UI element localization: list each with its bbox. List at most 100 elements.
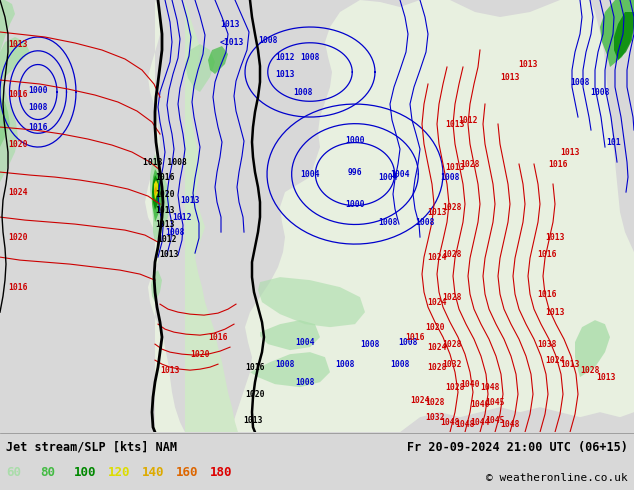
Polygon shape bbox=[154, 186, 157, 195]
Polygon shape bbox=[152, 175, 160, 210]
Text: 1013: 1013 bbox=[545, 308, 565, 317]
Text: 1013: 1013 bbox=[445, 163, 465, 172]
Text: 1040: 1040 bbox=[470, 400, 489, 409]
Text: 996: 996 bbox=[347, 168, 362, 176]
Text: 1013: 1013 bbox=[160, 366, 180, 375]
Text: 80: 80 bbox=[40, 466, 55, 479]
Text: 1004: 1004 bbox=[295, 338, 314, 346]
Text: 1028: 1028 bbox=[445, 383, 465, 392]
Text: 1000: 1000 bbox=[346, 136, 365, 145]
Text: Jet stream/SLP [kts] NAM: Jet stream/SLP [kts] NAM bbox=[6, 441, 177, 454]
Polygon shape bbox=[260, 320, 320, 350]
Polygon shape bbox=[208, 46, 228, 74]
Text: 100: 100 bbox=[74, 466, 96, 479]
Text: 1013: 1013 bbox=[500, 73, 520, 81]
Text: 1008: 1008 bbox=[29, 102, 48, 112]
Polygon shape bbox=[614, 12, 634, 60]
Text: 1008: 1008 bbox=[440, 172, 460, 182]
Text: 1028: 1028 bbox=[425, 398, 444, 407]
Text: 1013: 1013 bbox=[560, 360, 579, 368]
Text: 1000: 1000 bbox=[346, 199, 365, 209]
Polygon shape bbox=[185, 44, 215, 92]
Text: 1020: 1020 bbox=[8, 233, 28, 242]
Text: 120: 120 bbox=[108, 466, 131, 479]
Text: 1028: 1028 bbox=[427, 363, 447, 371]
Text: 1013: 1013 bbox=[180, 196, 200, 205]
Polygon shape bbox=[145, 0, 634, 432]
Polygon shape bbox=[0, 0, 15, 52]
Text: 1045: 1045 bbox=[485, 398, 505, 407]
Text: 1013: 1013 bbox=[596, 373, 616, 382]
Text: 1008: 1008 bbox=[295, 378, 314, 387]
Text: 1013: 1013 bbox=[220, 20, 240, 28]
Text: 1013: 1013 bbox=[155, 220, 175, 229]
Polygon shape bbox=[250, 352, 330, 387]
Text: 1028: 1028 bbox=[443, 202, 462, 212]
Text: 1016: 1016 bbox=[405, 333, 425, 342]
Text: 1016: 1016 bbox=[245, 363, 265, 371]
Text: 1008: 1008 bbox=[294, 88, 313, 97]
Text: 1013: 1013 bbox=[560, 147, 579, 157]
Text: 1040: 1040 bbox=[460, 380, 480, 389]
Text: 1024: 1024 bbox=[427, 297, 447, 307]
Text: 1024: 1024 bbox=[8, 188, 28, 196]
Text: 1013: 1013 bbox=[275, 70, 295, 78]
Text: 1008: 1008 bbox=[570, 77, 590, 87]
Text: 1016: 1016 bbox=[537, 249, 557, 259]
Text: 1048: 1048 bbox=[500, 419, 520, 429]
Text: 1032: 1032 bbox=[443, 360, 462, 368]
Text: 1013: 1013 bbox=[518, 59, 538, 69]
Text: 1008: 1008 bbox=[415, 218, 435, 226]
Text: 1004: 1004 bbox=[301, 170, 320, 178]
Text: 1028: 1028 bbox=[460, 160, 480, 169]
Text: 160: 160 bbox=[176, 466, 198, 479]
Text: Fr 20-09-2024 21:00 UTC (06+15): Fr 20-09-2024 21:00 UTC (06+15) bbox=[407, 441, 628, 454]
Text: 1044: 1044 bbox=[470, 417, 489, 427]
Text: 1008: 1008 bbox=[275, 360, 295, 368]
Text: 1028: 1028 bbox=[580, 366, 600, 375]
Text: 1008: 1008 bbox=[360, 340, 380, 349]
Text: 1013: 1013 bbox=[427, 208, 447, 217]
Text: 1020: 1020 bbox=[190, 350, 210, 359]
Text: 1032: 1032 bbox=[425, 413, 444, 422]
Text: © weatheronline.co.uk: © weatheronline.co.uk bbox=[486, 473, 628, 483]
Polygon shape bbox=[152, 169, 163, 222]
Text: 1024: 1024 bbox=[427, 343, 447, 352]
Polygon shape bbox=[154, 180, 158, 200]
Text: 140: 140 bbox=[142, 466, 164, 479]
Text: 1008: 1008 bbox=[398, 338, 418, 346]
Text: 1016: 1016 bbox=[208, 333, 228, 342]
Text: 1013: 1013 bbox=[545, 233, 565, 242]
Polygon shape bbox=[0, 37, 30, 82]
Text: 1016: 1016 bbox=[29, 122, 48, 131]
Text: 1048: 1048 bbox=[480, 383, 500, 392]
Polygon shape bbox=[150, 154, 170, 242]
Text: 1008: 1008 bbox=[378, 218, 398, 226]
Text: <1013: <1013 bbox=[220, 38, 244, 47]
Text: 1016: 1016 bbox=[155, 172, 175, 182]
Polygon shape bbox=[258, 277, 365, 327]
Text: 1013: 1013 bbox=[243, 416, 262, 425]
Text: 1013 1008: 1013 1008 bbox=[143, 158, 187, 167]
Text: 1016: 1016 bbox=[537, 290, 557, 298]
Text: 1013: 1013 bbox=[159, 249, 179, 259]
Text: 1004: 1004 bbox=[391, 170, 410, 178]
Text: 1024: 1024 bbox=[427, 253, 447, 262]
Text: 1028: 1028 bbox=[443, 340, 462, 349]
Text: 101: 101 bbox=[607, 138, 621, 147]
Text: 1028: 1028 bbox=[443, 293, 462, 302]
Polygon shape bbox=[185, 0, 238, 432]
Text: 1008: 1008 bbox=[301, 52, 320, 62]
Text: 1013: 1013 bbox=[445, 120, 465, 128]
Text: 1012: 1012 bbox=[172, 213, 191, 221]
Text: 1048: 1048 bbox=[440, 417, 460, 427]
Text: 1008: 1008 bbox=[335, 360, 355, 368]
Polygon shape bbox=[600, 0, 634, 67]
Polygon shape bbox=[0, 74, 18, 182]
Text: 1020: 1020 bbox=[8, 140, 28, 148]
Text: 1012: 1012 bbox=[157, 235, 177, 244]
Text: 1028: 1028 bbox=[443, 249, 462, 259]
Text: 1020: 1020 bbox=[425, 322, 444, 332]
Text: 1004: 1004 bbox=[378, 172, 398, 182]
Text: 1013: 1013 bbox=[155, 206, 175, 215]
